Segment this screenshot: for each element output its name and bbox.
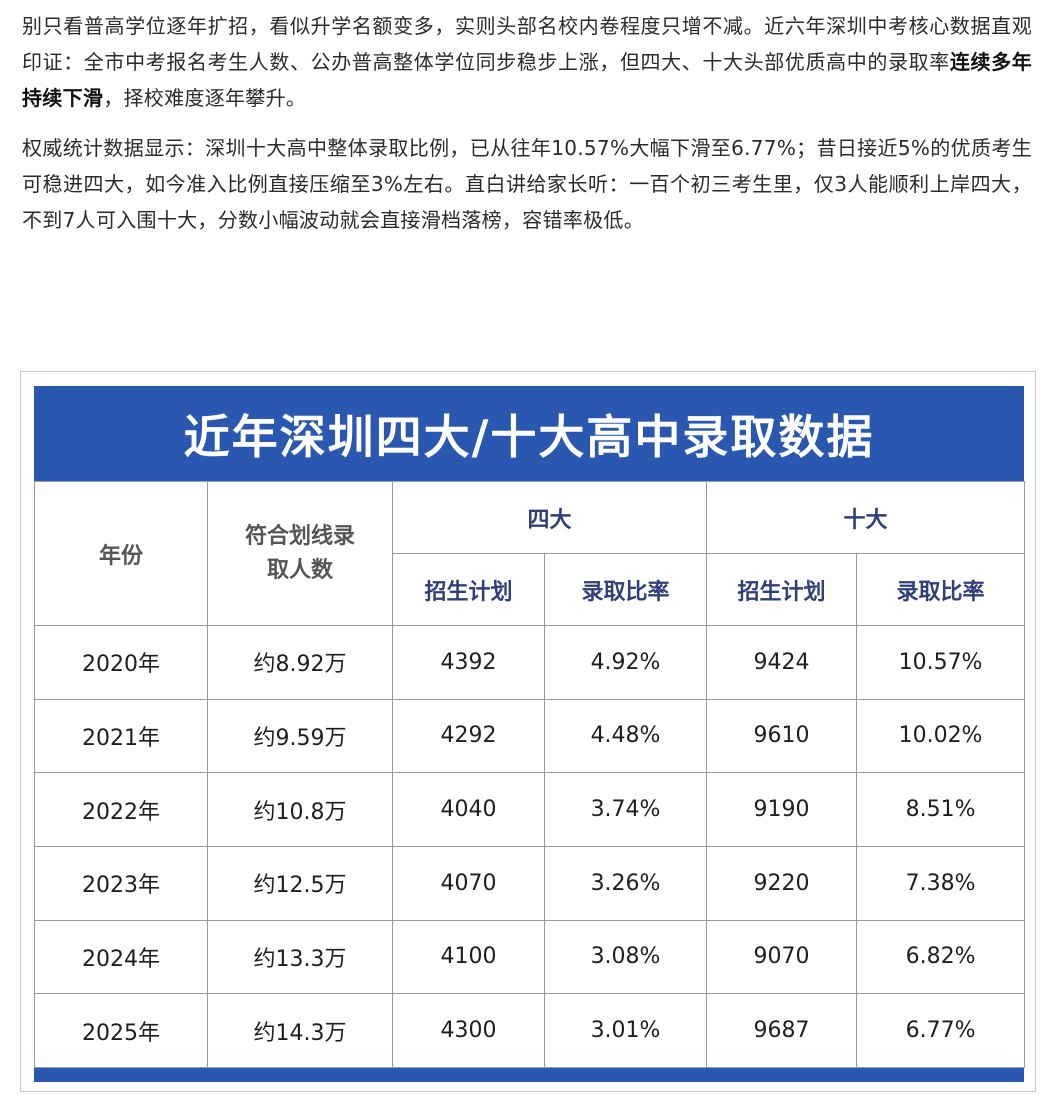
table-title: 近年深圳四大/十大高中录取数据 — [183, 409, 875, 464]
cell-big10-rate: 10.57% — [856, 625, 1026, 700]
header-big10-rate: 录取比率 — [856, 553, 1026, 626]
cell-big4-rate: 4.92% — [543, 625, 708, 700]
paragraph-intro-text: 别只看普高学位逐年扩招，看似升学名额变多，实则头部名校内卷程度只增不减。近六年深… — [22, 14, 1032, 74]
header-big10: 十大 — [706, 481, 1026, 554]
cell-big4-plan: 4100 — [392, 919, 545, 995]
header-year: 年份 — [34, 481, 208, 626]
cell-big10-rate: 6.82% — [856, 919, 1026, 995]
header-big10-plan: 招生计划 — [706, 553, 858, 626]
paragraph-intro: 别只看普高学位逐年扩招，看似升学名额变多，实则头部名校内卷程度只增不减。近六年深… — [22, 8, 1032, 116]
cell-year: 2021年 — [34, 698, 208, 774]
cell-qualified: 约10.8万 — [207, 772, 393, 847]
cell-qualified: 约9.59万 — [207, 698, 393, 774]
cell-big4-plan: 4040 — [392, 772, 545, 847]
table-footer-bar — [34, 1068, 1024, 1082]
table-image: 近年深圳四大/十大高中录取数据 年份 符合划线录取人数 四大 十大 招生计划 录… — [20, 371, 1036, 1092]
table-row: 2021年 约9.59万 4292 4.48% 9610 10.02% — [34, 698, 1026, 774]
cell-big4-rate: 4.48% — [543, 698, 708, 774]
cell-big10-rate: 10.02% — [856, 698, 1026, 774]
header-big4-plan: 招生计划 — [392, 553, 545, 626]
table-row: 2023年 约12.5万 4070 3.26% 9220 7.38% — [34, 845, 1026, 921]
cell-big4-rate: 3.01% — [543, 993, 708, 1068]
highlight-text: 连续多年持续下滑 — [22, 50, 1032, 110]
cell-year: 2025年 — [34, 993, 208, 1068]
cell-big10-rate: 8.51% — [856, 772, 1026, 847]
cell-big10-rate: 6.77% — [856, 993, 1026, 1068]
cell-big10-plan: 9610 — [706, 698, 858, 774]
cell-big10-plan: 9220 — [706, 845, 858, 921]
header-qualified: 符合划线录取人数 — [207, 481, 393, 626]
cell-year: 2020年 — [34, 625, 208, 700]
cell-big4-rate: 3.26% — [543, 845, 708, 921]
cell-big4-plan: 4300 — [392, 993, 545, 1068]
cell-qualified: 约12.5万 — [207, 845, 393, 921]
cell-year: 2024年 — [34, 919, 208, 995]
table-container: 近年深圳四大/十大高中录取数据 年份 符合划线录取人数 四大 十大 招生计划 录… — [34, 386, 1026, 1082]
cell-big4-rate: 3.74% — [543, 772, 708, 847]
cell-qualified: 约13.3万 — [207, 919, 393, 995]
header-big4-rate: 录取比率 — [543, 553, 708, 626]
cell-big10-plan: 9190 — [706, 772, 858, 847]
admission-table: 年份 符合划线录取人数 四大 十大 招生计划 录取比率 招生计划 录取比率 20… — [34, 481, 1026, 1068]
table-row: 2022年 约10.8万 4040 3.74% 9190 8.51% — [34, 772, 1026, 847]
cell-big10-plan: 9424 — [706, 625, 858, 700]
header-big4: 四大 — [391, 481, 708, 554]
cell-big10-plan: 9070 — [706, 919, 858, 995]
cell-big4-plan: 4392 — [392, 625, 545, 700]
cell-big10-plan: 9687 — [706, 993, 858, 1068]
cell-big4-plan: 4292 — [392, 698, 545, 774]
cell-year: 2023年 — [34, 845, 208, 921]
table-row: 2020年 约8.92万 4392 4.92% 9424 10.57% — [34, 625, 1026, 700]
table-row: 2024年 约13.3万 4100 3.08% 9070 6.82% — [34, 919, 1026, 995]
cell-qualified: 约14.3万 — [207, 993, 393, 1068]
cell-year: 2022年 — [34, 772, 208, 847]
header-qualified-text: 符合划线录取人数 — [244, 523, 355, 583]
table-row: 2025年 约14.3万 4300 3.01% 9687 6.77% — [34, 993, 1026, 1068]
cell-big10-rate: 7.38% — [856, 845, 1026, 921]
cell-big4-rate: 3.08% — [543, 919, 708, 995]
paragraph-statistics: 权威统计数据显示：深圳十大高中整体录取比例，已从往年10.57%大幅下滑至6.7… — [22, 136, 1032, 232]
paragraph-intro-tail: ，择校难度逐年攀升。 — [103, 86, 307, 110]
cell-big4-plan: 4070 — [392, 845, 545, 921]
article-body: 别只看普高学位逐年扩招，看似升学名额变多，实则头部名校内卷程度只增不减。近六年深… — [22, 8, 1032, 238]
cell-qualified: 约8.92万 — [207, 625, 393, 700]
table-title-banner: 近年深圳四大/十大高中录取数据 — [34, 386, 1024, 481]
